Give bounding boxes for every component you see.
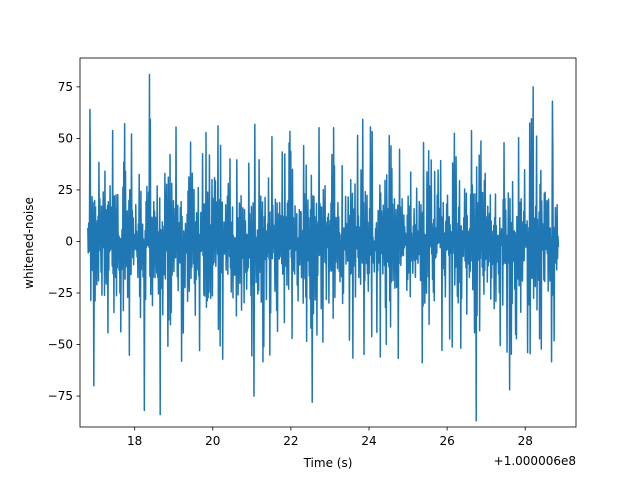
x-axis-label: Time (s) — [303, 456, 353, 470]
x-tick-label: 20 — [205, 434, 220, 448]
y-tick-label: 0 — [65, 234, 73, 248]
x-axis-ticks: 18 20 22 24 26 28 — [127, 427, 533, 448]
axes-frame — [79, 57, 577, 428]
x-axis-offset-label: +1.000006e8 — [494, 454, 576, 468]
x-tick-label: 24 — [361, 434, 376, 448]
y-axis-label: whitened-noise — [22, 197, 36, 289]
y-tick-label: 75 — [58, 80, 73, 94]
series-line-whitened-noise — [87, 73, 560, 422]
plot-area — [87, 73, 560, 422]
y-tick-label: −50 — [48, 338, 73, 352]
y-tick-label: 50 — [58, 131, 73, 145]
x-tick-label: 22 — [283, 434, 298, 448]
y-tick-label: 25 — [58, 183, 73, 197]
y-axis-ticks: −75 −50 −25 0 25 50 75 — [48, 80, 80, 403]
x-tick-label: 18 — [127, 434, 142, 448]
x-tick-label: 26 — [439, 434, 454, 448]
y-tick-label: −75 — [48, 389, 73, 403]
y-tick-label: −25 — [48, 286, 73, 300]
x-tick-label: 28 — [518, 434, 533, 448]
